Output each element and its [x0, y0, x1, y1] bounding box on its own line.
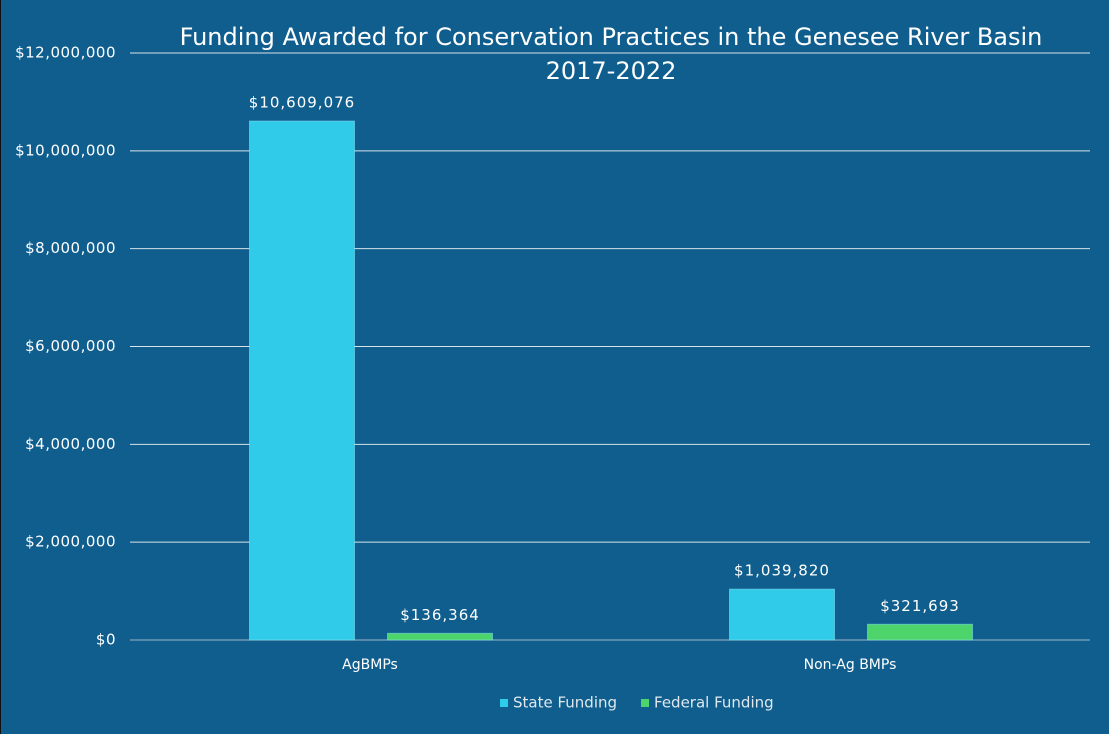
y-tick-label: $4,000,000	[25, 435, 116, 453]
y-tick-label: $0	[96, 631, 116, 649]
legend-swatch	[500, 699, 508, 707]
data-label: $10,609,076	[249, 94, 355, 112]
legend-label: State Funding	[513, 694, 617, 712]
chart-title: Funding Awarded for Conservation Practic…	[180, 23, 1043, 51]
y-tick-label: $10,000,000	[15, 141, 116, 159]
x-tick-label: Non-Ag BMPs	[804, 657, 897, 673]
data-label: $321,693	[880, 597, 960, 615]
x-tick-label: AgBMPs	[342, 657, 398, 673]
data-label: $136,364	[400, 606, 480, 624]
y-tick-label: $6,000,000	[25, 337, 116, 355]
bar	[729, 588, 835, 641]
bar	[249, 120, 355, 641]
legend-swatch	[641, 699, 650, 707]
bar	[867, 623, 973, 641]
y-tick-label: $2,000,000	[25, 533, 116, 551]
bar	[387, 632, 493, 641]
chart-subtitle: 2017-2022	[546, 57, 677, 85]
legend-label: Federal Funding	[654, 694, 774, 712]
data-label: $1,039,820	[734, 562, 830, 580]
y-tick-label: $8,000,000	[25, 239, 116, 257]
y-tick-label: $12,000,000	[15, 44, 116, 62]
